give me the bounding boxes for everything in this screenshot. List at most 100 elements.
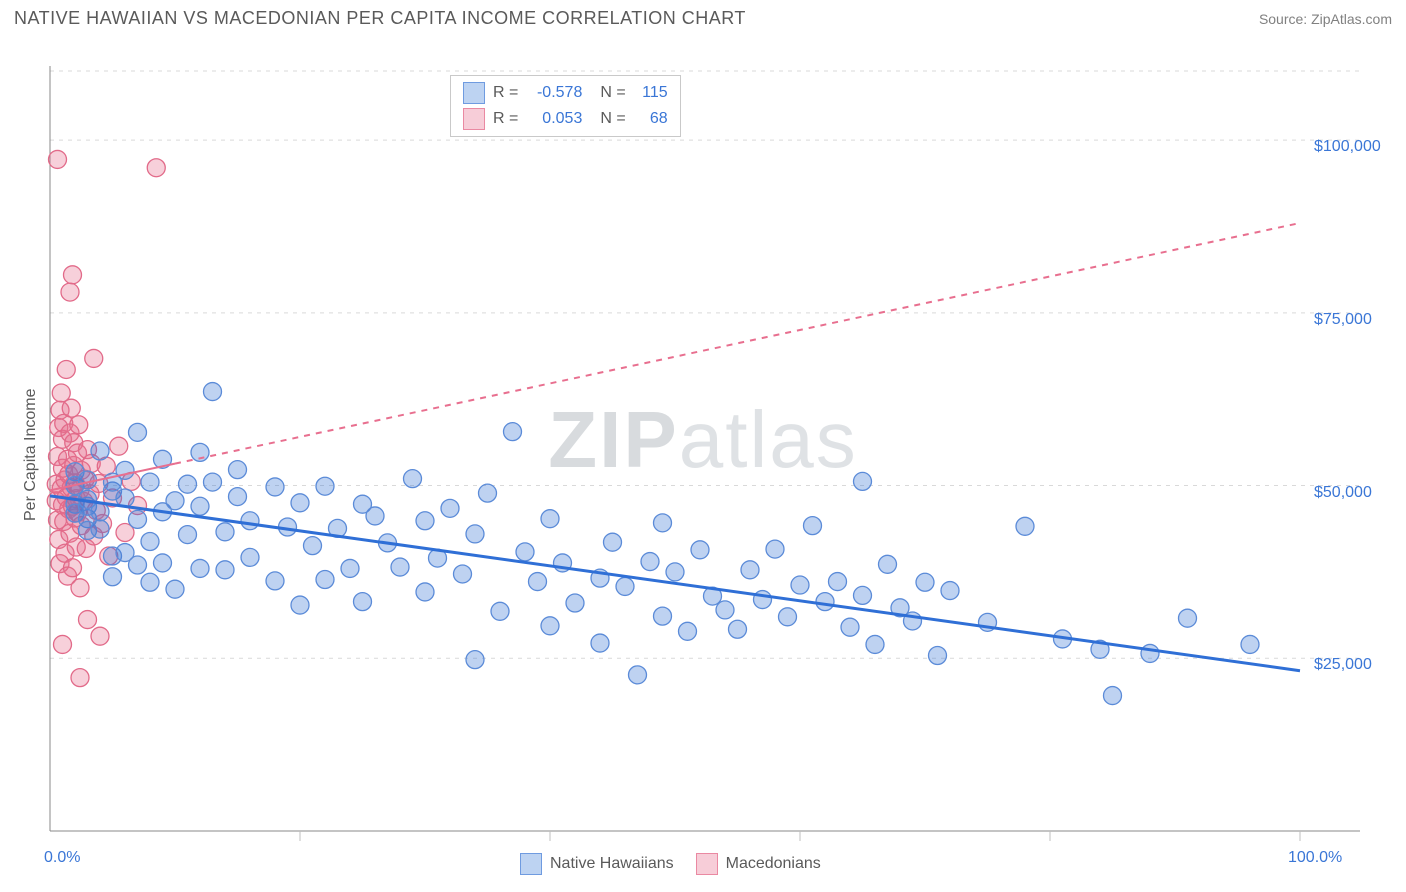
stat-r-value: 0.053 (526, 110, 582, 128)
data-point (64, 266, 82, 284)
data-point (641, 553, 659, 571)
stat-r-label: R = (493, 110, 518, 128)
data-point (1179, 609, 1197, 627)
legend-label: Native Hawaiians (550, 855, 674, 873)
data-point (416, 512, 434, 530)
data-point (654, 514, 672, 532)
stat-n-label: N = (600, 84, 625, 102)
data-point (679, 622, 697, 640)
data-point (791, 576, 809, 594)
data-point (291, 596, 309, 614)
legend-label: Macedonians (726, 855, 821, 873)
legend-swatch (696, 853, 718, 875)
data-point (266, 478, 284, 496)
stat-r-label: R = (493, 84, 518, 102)
data-point (441, 499, 459, 517)
correlation-stats-box: R =-0.578N =115R =0.053N =68 (450, 75, 681, 137)
data-point (729, 620, 747, 638)
data-point (91, 442, 109, 460)
data-point (716, 601, 734, 619)
data-point (779, 608, 797, 626)
data-point (541, 617, 559, 635)
data-point (841, 618, 859, 636)
data-point (241, 548, 259, 566)
data-point (879, 555, 897, 573)
data-point (85, 349, 103, 367)
data-point (541, 510, 559, 528)
data-point (216, 523, 234, 541)
x-tick-label: 100.0% (1288, 849, 1342, 867)
data-point (466, 525, 484, 543)
data-point (866, 635, 884, 653)
data-point (166, 580, 184, 598)
data-point (366, 507, 384, 525)
stats-row: R =0.053N =68 (451, 106, 680, 132)
data-point (916, 573, 934, 591)
legend-swatch (520, 853, 542, 875)
data-point (154, 554, 172, 572)
data-point (804, 517, 822, 535)
data-point (166, 492, 184, 510)
data-point (854, 472, 872, 490)
data-point (829, 573, 847, 591)
data-point (204, 383, 222, 401)
data-point (741, 561, 759, 579)
stat-r-value: -0.578 (526, 84, 582, 102)
source-label: Source: ZipAtlas.com (1259, 11, 1392, 27)
data-point (204, 473, 222, 491)
data-point (616, 577, 634, 595)
series-swatch (463, 108, 485, 130)
data-point (104, 568, 122, 586)
data-point (129, 510, 147, 528)
data-point (291, 494, 309, 512)
data-point (1104, 687, 1122, 705)
data-point (416, 583, 434, 601)
data-point (129, 423, 147, 441)
data-point (70, 416, 88, 434)
data-point (179, 475, 197, 493)
data-point (854, 586, 872, 604)
data-point (1241, 635, 1259, 653)
data-point (141, 573, 159, 591)
data-point (529, 573, 547, 591)
data-point (629, 666, 647, 684)
data-point (71, 669, 89, 687)
data-point (141, 533, 159, 551)
data-point (466, 651, 484, 669)
data-point (57, 360, 75, 378)
data-point (591, 634, 609, 652)
data-point (341, 559, 359, 577)
legend-item: Native Hawaiians (520, 853, 674, 875)
data-point (816, 593, 834, 611)
data-point (229, 461, 247, 479)
data-point (941, 582, 959, 600)
data-point (1016, 517, 1034, 535)
data-point (604, 533, 622, 551)
data-point (79, 611, 97, 629)
legend: Native Hawaiians Macedonians (520, 853, 821, 875)
series-swatch (463, 82, 485, 104)
data-point (404, 470, 422, 488)
data-point (566, 594, 584, 612)
data-point (354, 593, 372, 611)
data-point (141, 473, 159, 491)
data-point (179, 526, 197, 544)
data-point (1141, 644, 1159, 662)
stat-n-value: 115 (634, 84, 668, 102)
data-point (64, 559, 82, 577)
y-tick-label: $25,000 (1314, 656, 1372, 674)
data-point (216, 561, 234, 579)
data-point (110, 437, 128, 455)
y-tick-label: $100,000 (1314, 138, 1381, 156)
data-point (316, 571, 334, 589)
data-point (691, 541, 709, 559)
chart-title: NATIVE HAWAIIAN VS MACEDONIAN PER CAPITA… (14, 8, 746, 29)
data-point (316, 477, 334, 495)
data-point (61, 283, 79, 301)
data-point (491, 602, 509, 620)
stats-row: R = -0.578 N = 115 (451, 80, 680, 106)
data-point (266, 572, 284, 590)
data-point (229, 488, 247, 506)
data-point (191, 559, 209, 577)
y-tick-label: $75,000 (1314, 311, 1372, 329)
